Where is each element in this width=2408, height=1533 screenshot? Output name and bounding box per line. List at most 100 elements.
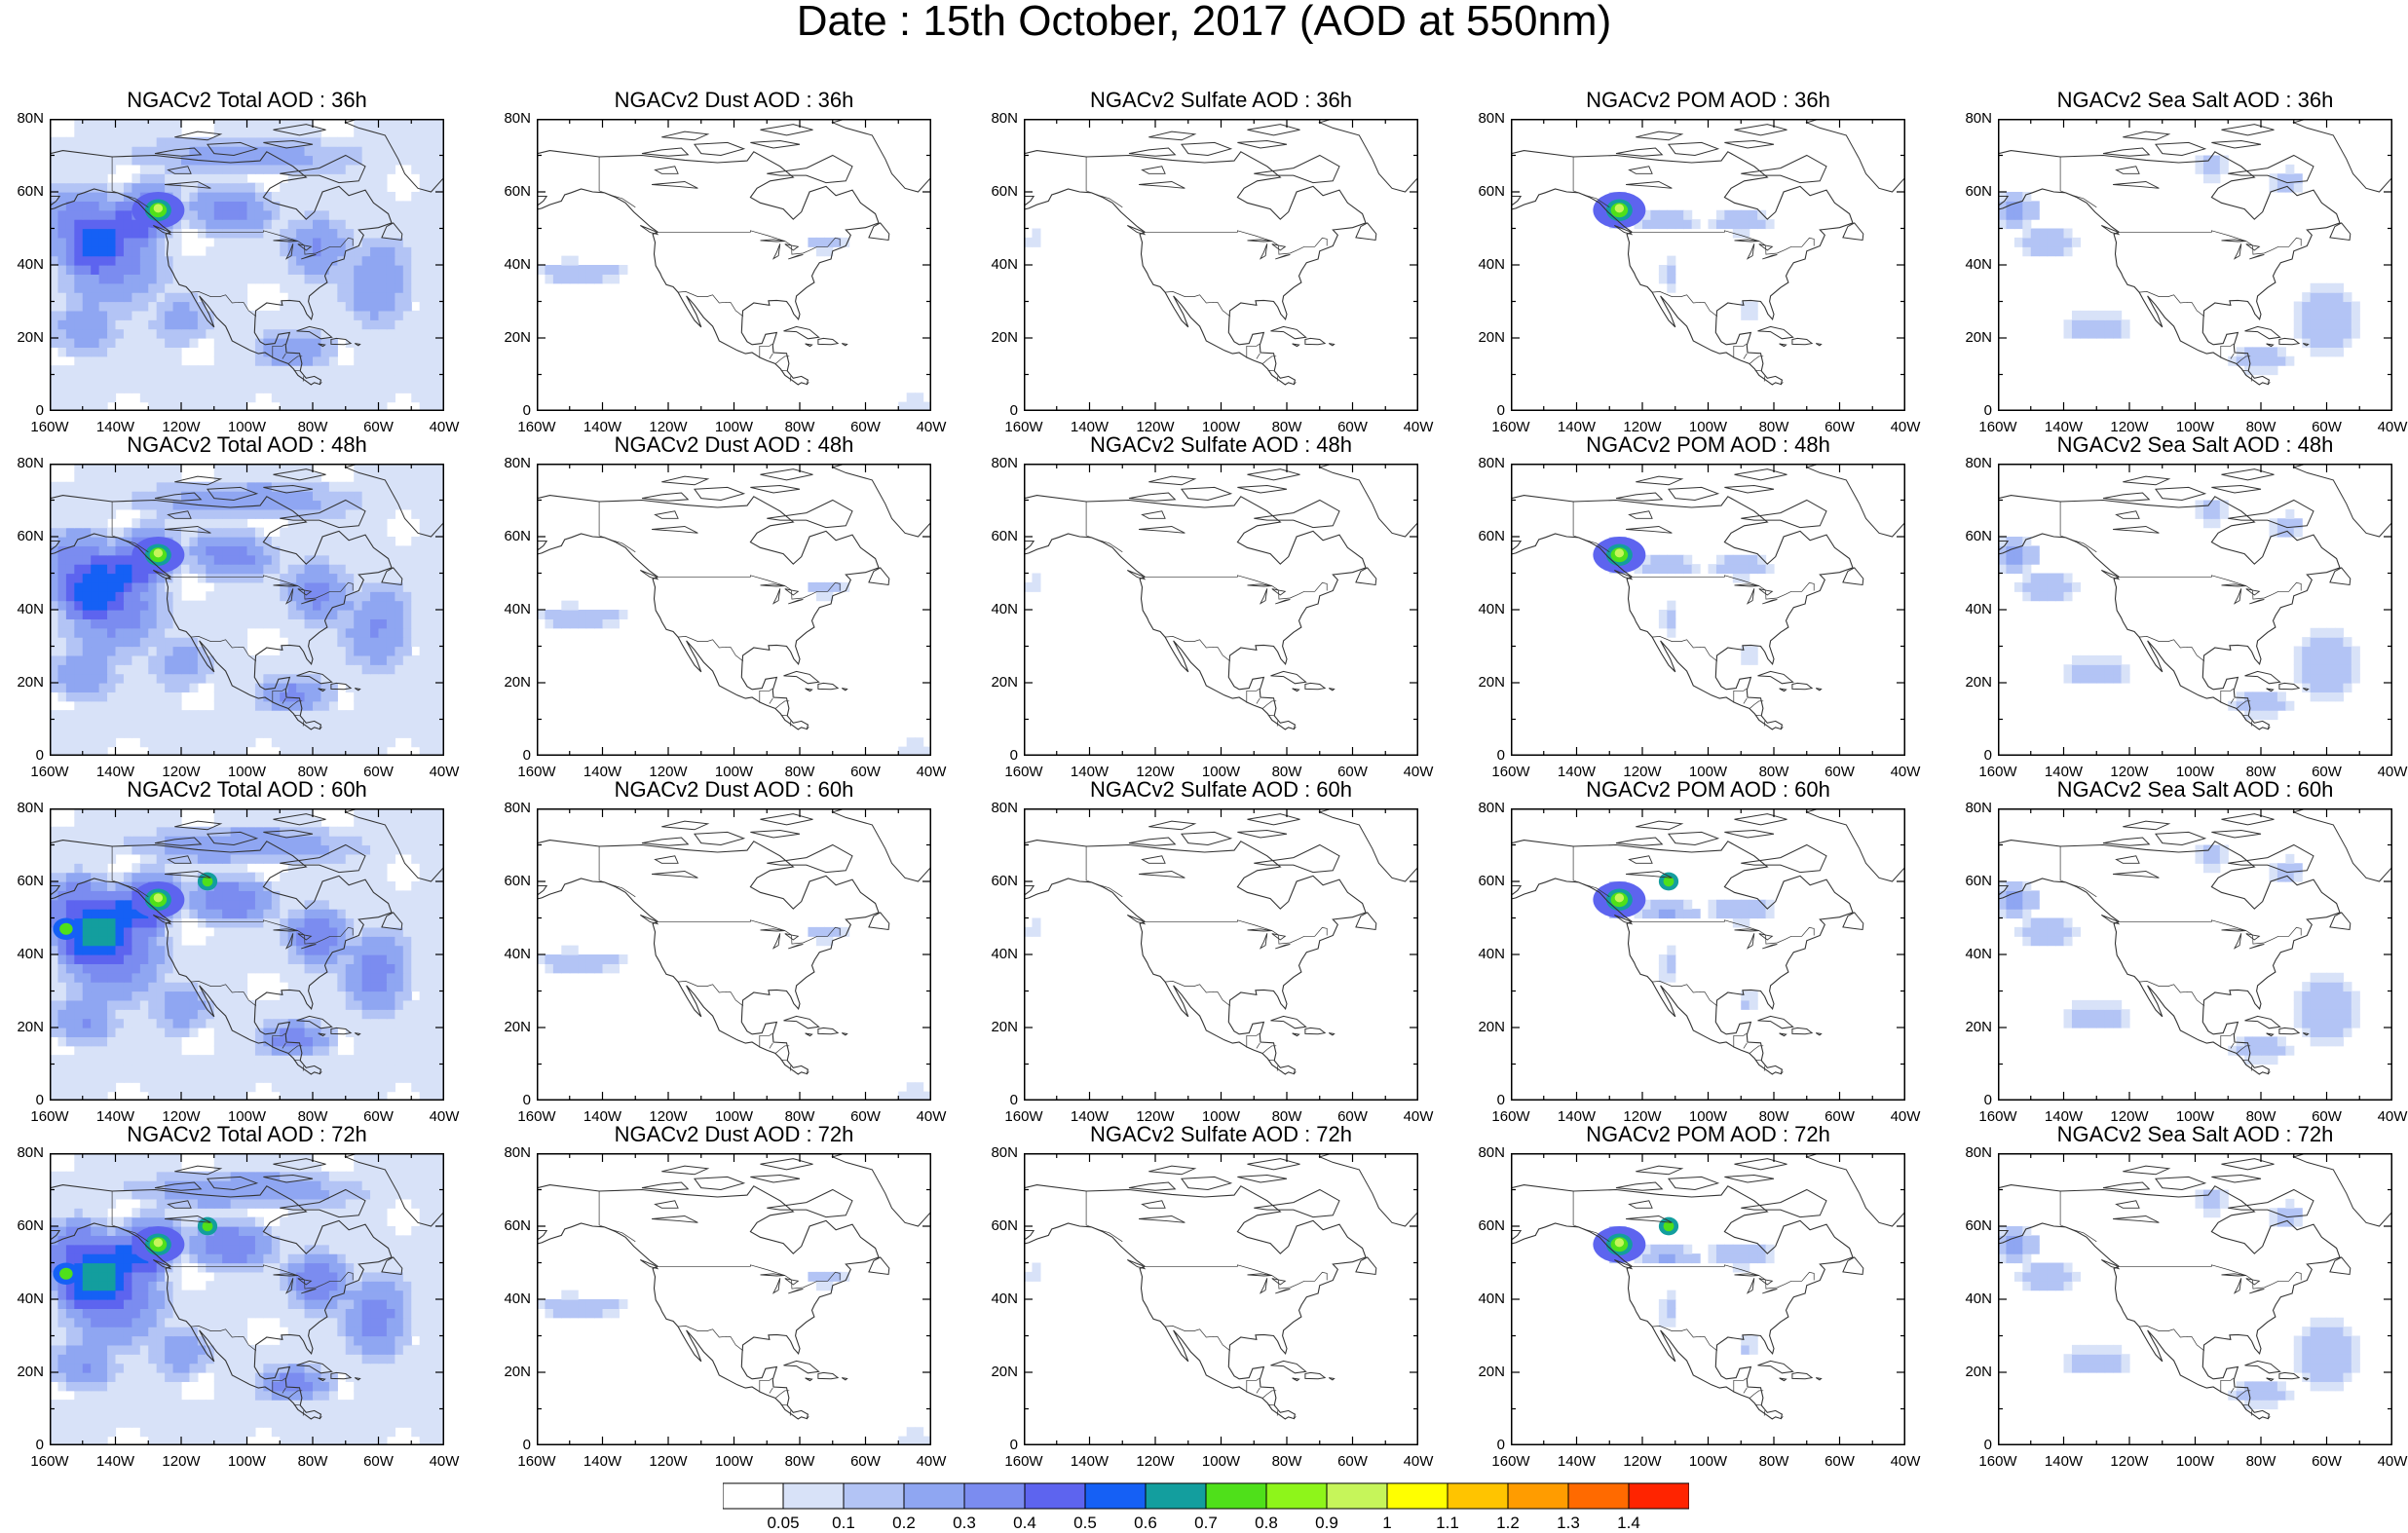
aod-cell	[132, 701, 140, 711]
aod-cell	[206, 393, 214, 402]
island-outline	[2211, 486, 2261, 494]
aod-cell	[420, 574, 429, 583]
aod-cell	[57, 319, 66, 329]
aod-cell	[83, 1065, 92, 1074]
aod-cell	[272, 509, 281, 519]
aod-cell	[231, 564, 240, 574]
island-outline	[1248, 125, 1300, 135]
country-border	[790, 721, 791, 727]
aod-cell	[1667, 628, 1675, 638]
aod-cell	[2327, 338, 2336, 348]
aod-cell	[370, 683, 379, 692]
aod-cell	[157, 1065, 166, 1074]
aod-cell	[148, 482, 157, 492]
aod-cell	[379, 973, 388, 983]
aod-cell	[165, 628, 173, 638]
aod-cell	[99, 555, 108, 565]
aod-cell	[83, 1009, 92, 1019]
aod-cell	[165, 137, 173, 147]
aod-cell	[222, 201, 231, 210]
aod-cell	[132, 618, 140, 628]
aod-cell	[2318, 283, 2327, 293]
aod-cell	[91, 283, 99, 293]
aod-cell	[280, 973, 288, 983]
aod-cell	[66, 246, 75, 256]
aod-cell	[288, 1009, 297, 1019]
aod-cell	[2335, 338, 2344, 348]
aod-cell	[428, 1028, 436, 1037]
aod-cell	[337, 528, 346, 538]
aod-cell	[83, 265, 92, 275]
aod-cell	[1667, 618, 1675, 628]
aod-cell	[74, 655, 83, 665]
country-border	[2221, 344, 2234, 358]
aod-cell	[2072, 655, 2081, 665]
aod-cell	[99, 173, 108, 183]
aod-cell	[305, 192, 314, 202]
aod-cell	[387, 292, 395, 302]
panel-title: NGACv2 Dust AOD : 48h	[537, 432, 931, 458]
aod-cell	[231, 156, 240, 166]
aod-cell	[214, 393, 223, 402]
aod-cell	[320, 564, 329, 574]
aod-cell	[222, 1055, 231, 1065]
aod-cell	[124, 292, 132, 302]
aod-cell	[206, 274, 214, 283]
aod-cell	[214, 628, 223, 638]
aod-cell	[222, 647, 231, 656]
aod-cell	[74, 256, 83, 266]
aod-cell	[173, 482, 182, 492]
aod-cell	[83, 238, 92, 247]
lake-outline	[788, 255, 803, 260]
aod-cell	[57, 1065, 66, 1074]
aod-cell	[280, 664, 288, 674]
island-outline	[1148, 476, 1194, 485]
aod-cell	[320, 664, 329, 674]
aod-cell	[395, 246, 403, 256]
aod-cell	[2014, 219, 2023, 229]
aod-cell	[148, 628, 157, 638]
aod-cell	[403, 655, 412, 665]
aod-cell	[354, 729, 362, 738]
aod-cell	[263, 201, 272, 210]
aod-cell	[288, 375, 297, 385]
aod-cell	[206, 292, 214, 302]
aod-cell	[173, 528, 182, 538]
aod-cell	[116, 545, 125, 555]
aod-cell	[2022, 591, 2031, 601]
aod-cell	[222, 384, 231, 393]
aod-cell	[132, 229, 140, 239]
aod-cell	[239, 973, 247, 983]
aod-cell	[198, 564, 207, 574]
aod-cell	[354, 393, 362, 402]
aod-cell	[420, 156, 429, 166]
aod-cell	[362, 628, 371, 638]
aod-cell	[165, 701, 173, 711]
aod-cell	[288, 393, 297, 402]
aod-cell	[247, 338, 256, 348]
aod-cell	[1032, 574, 1040, 583]
island-outline	[1807, 464, 1905, 537]
aod-cell	[387, 1028, 395, 1037]
aod-cell	[66, 1065, 75, 1074]
aod-cell	[91, 518, 99, 528]
aod-cell	[272, 729, 281, 738]
island-outline	[1792, 683, 1812, 689]
aod-cell	[263, 1019, 272, 1028]
aod-cell	[387, 365, 395, 375]
aod-cell	[387, 393, 395, 402]
aod-cell	[2080, 319, 2088, 329]
aod-cell	[272, 319, 281, 329]
aod-cell	[173, 1046, 182, 1056]
aod-cell	[107, 1046, 116, 1056]
aod-cell	[2277, 692, 2286, 701]
aod-cell	[553, 274, 562, 283]
aod-cell	[387, 991, 395, 1001]
aod-cell	[337, 1065, 346, 1074]
lake-outline	[773, 588, 780, 603]
aod-cell	[296, 528, 305, 538]
aod-cell	[255, 1036, 264, 1046]
aod-cell	[189, 963, 198, 973]
aod-cell	[140, 528, 149, 538]
aod-cell	[1675, 219, 1684, 229]
